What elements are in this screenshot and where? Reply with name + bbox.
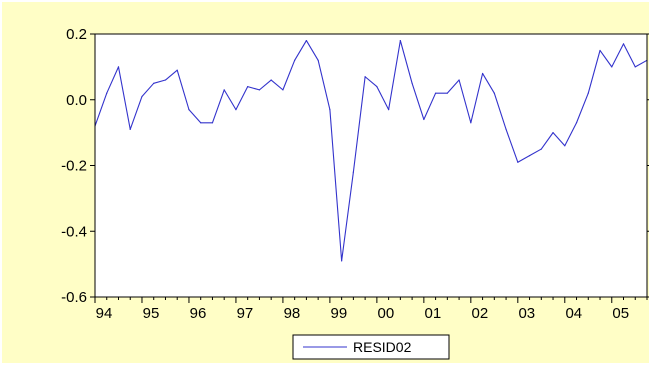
data-point — [235, 109, 237, 111]
plot-border — [94, 33, 648, 298]
data-point — [352, 171, 354, 173]
data-point — [564, 145, 566, 147]
data-point — [481, 72, 484, 75]
x-tick-label: 00 — [378, 305, 395, 322]
data-point — [540, 148, 542, 150]
data-point — [223, 89, 225, 91]
x-tick-label: 96 — [190, 305, 207, 322]
y-tick-label: -0.6 — [61, 289, 87, 306]
data-point — [129, 128, 131, 130]
x-tick-label: 01 — [425, 305, 442, 322]
x-tick-label: 94 — [96, 305, 113, 322]
data-point — [282, 89, 284, 91]
data-point — [364, 76, 366, 78]
data-point — [411, 82, 413, 84]
x-tick-label: 99 — [331, 305, 348, 322]
data-point — [446, 92, 448, 94]
data-point — [294, 59, 296, 61]
legend-label: RESID02 — [353, 339, 412, 355]
data-point — [634, 66, 636, 68]
data-point — [317, 59, 319, 61]
data-point — [176, 69, 178, 71]
x-tick-label: 05 — [612, 305, 629, 322]
data-point — [517, 161, 519, 163]
x-tick-label: 95 — [143, 305, 160, 322]
x-tick-label: 04 — [565, 305, 582, 322]
data-point — [505, 128, 507, 130]
data-point — [493, 92, 495, 94]
data-point — [188, 109, 190, 111]
data-point — [470, 122, 472, 124]
data-point — [528, 155, 531, 157]
y-tick-label: -0.2 — [61, 158, 87, 175]
data-point — [270, 79, 272, 81]
x-tick-label: 97 — [237, 305, 254, 322]
data-point — [376, 86, 378, 88]
x-tick-label: 02 — [471, 305, 488, 322]
y-tick-label: 0.2 — [66, 26, 87, 43]
legend: RESID02 — [292, 334, 450, 360]
x-tick-label: 03 — [518, 305, 535, 322]
data-point — [258, 89, 261, 91]
data-point — [575, 122, 578, 124]
data-point — [141, 95, 143, 98]
data-point — [164, 79, 167, 81]
data-point — [329, 109, 331, 111]
data-point — [341, 260, 343, 262]
data-point — [117, 66, 120, 68]
data-point — [399, 39, 401, 42]
data-point — [153, 82, 155, 84]
data-point — [423, 118, 425, 121]
data-point — [434, 92, 437, 94]
y-tick-label: -0.4 — [61, 223, 87, 240]
data-point — [611, 66, 613, 68]
y-tick-label: 0.0 — [66, 92, 87, 109]
data-point — [599, 49, 601, 52]
series-line-resid02 — [94, 40, 648, 262]
data-point — [305, 39, 308, 42]
data-point — [587, 92, 589, 94]
data-point — [552, 132, 554, 134]
data-point — [388, 109, 390, 111]
data-point — [247, 86, 249, 88]
plot-background — [95, 34, 647, 297]
data-point — [211, 122, 214, 124]
x-tick-label: 98 — [284, 305, 301, 322]
data-point — [458, 79, 460, 81]
data-point — [622, 43, 625, 45]
data-point — [106, 92, 108, 94]
data-point — [200, 122, 202, 124]
